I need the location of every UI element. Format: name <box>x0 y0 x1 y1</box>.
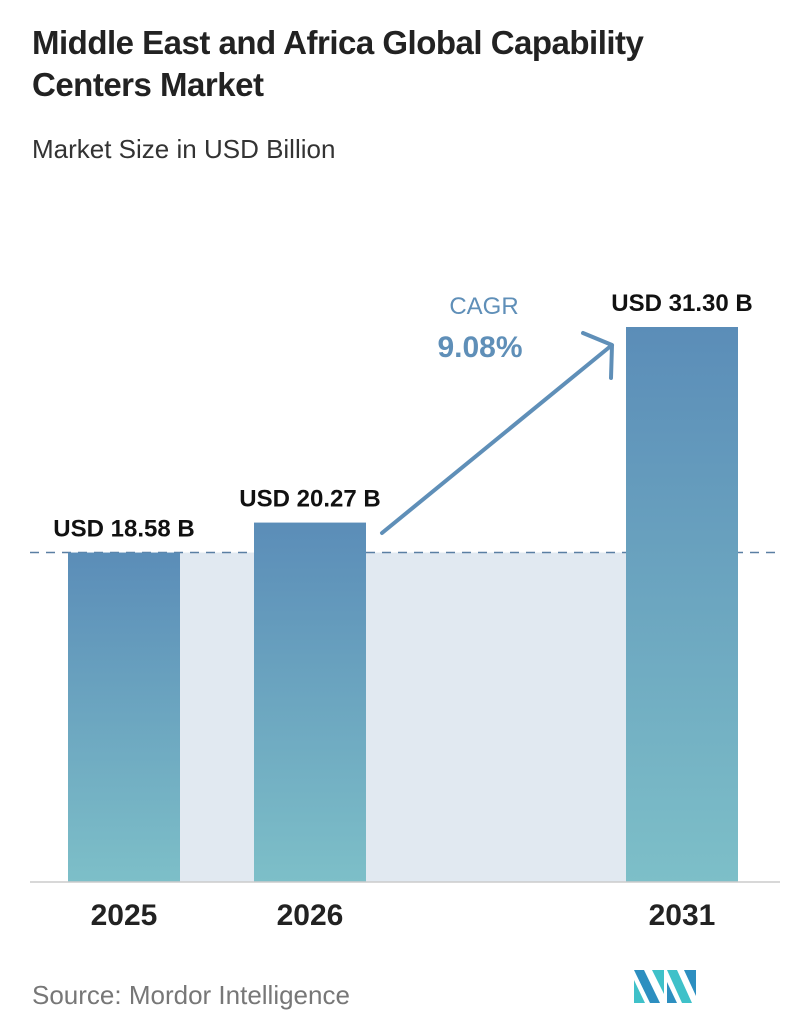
x-tick-label-2025: 2025 <box>91 899 158 932</box>
x-tick-label-2031: 2031 <box>649 899 716 932</box>
baseline-band <box>180 552 626 882</box>
value-label-2026: USD 20.27 B <box>239 486 380 513</box>
cagr-value: 9.08% <box>437 331 522 364</box>
chart-title: Middle East and Africa Global Capability… <box>32 24 644 103</box>
cagr-arrow <box>380 331 614 535</box>
value-label-2031: USD 31.30 B <box>611 290 752 317</box>
value-label-2025: USD 18.58 B <box>53 516 194 543</box>
bar-2026 <box>254 522 366 882</box>
bar-2031 <box>626 327 738 882</box>
x-tick-label-2026: 2026 <box>277 899 344 932</box>
cagr-label: CAGR <box>449 293 518 320</box>
chart-subtitle: Market Size in USD Billion <box>32 134 336 164</box>
bar-2025 <box>68 552 180 882</box>
source-text: Source: Mordor Intelligence <box>32 980 350 1010</box>
